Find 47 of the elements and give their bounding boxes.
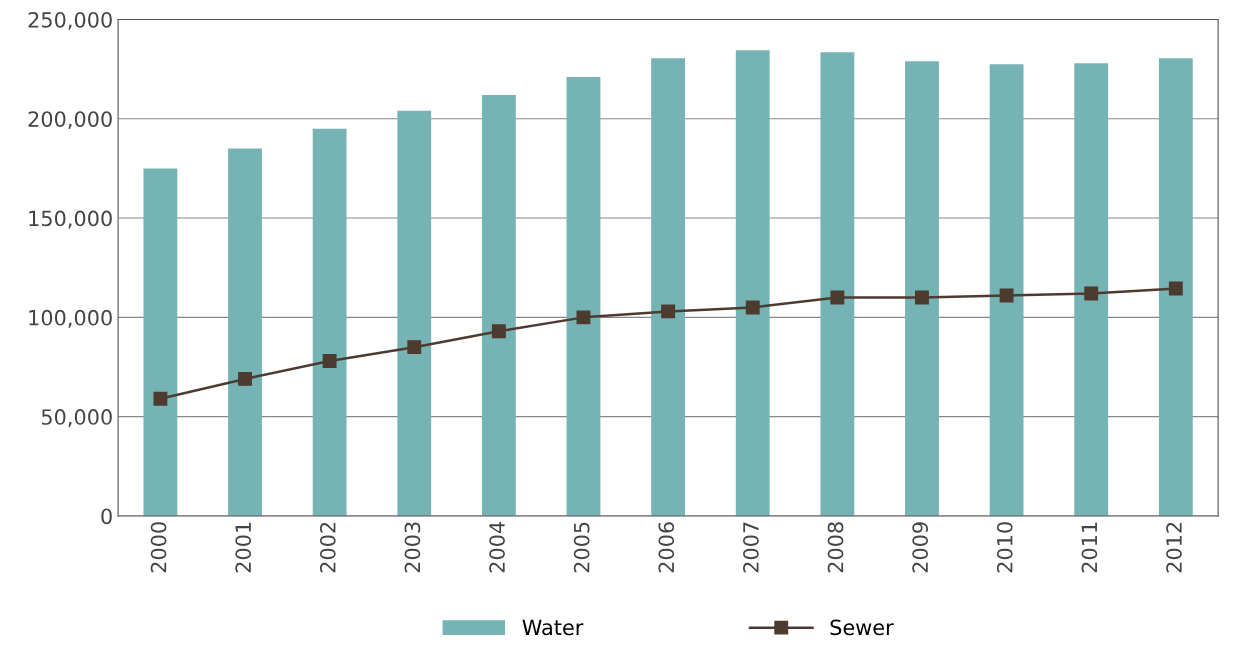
bar xyxy=(820,52,855,516)
x-tick-label: 2001 xyxy=(235,522,252,573)
point xyxy=(915,290,929,305)
point xyxy=(1084,286,1099,301)
y-tick-label: 150,000 xyxy=(29,210,112,229)
y-tick-label: 200,000 xyxy=(28,111,112,130)
bar xyxy=(566,77,601,516)
x-tick-label: 2009 xyxy=(912,522,929,573)
bar xyxy=(1074,63,1109,516)
bar xyxy=(735,50,770,516)
y-tick-label: 50,000 xyxy=(41,409,112,427)
x-tick-label: 2008 xyxy=(827,522,844,573)
point xyxy=(153,391,168,406)
x-tick-label: 2003 xyxy=(404,522,421,573)
point xyxy=(576,310,591,325)
point xyxy=(830,290,845,305)
x-tick-label: 2012 xyxy=(1166,522,1182,573)
bar xyxy=(228,148,262,516)
y-tick-label: 100,000 xyxy=(29,309,112,328)
x-tick-label: 2000 xyxy=(150,522,167,573)
bar xyxy=(651,58,686,516)
point xyxy=(491,324,506,339)
point xyxy=(1168,281,1183,296)
x-tick-label: 2007 xyxy=(743,522,759,573)
point xyxy=(407,340,422,355)
point xyxy=(322,354,337,368)
x-tick-label: 2010 xyxy=(996,522,1013,573)
bar xyxy=(312,128,347,516)
bar xyxy=(905,61,939,516)
x-tick-label: 2005 xyxy=(573,522,590,573)
y-tick-label: 0 xyxy=(101,508,112,525)
bar xyxy=(989,64,1024,516)
x-tick-label: 2006 xyxy=(658,522,675,573)
legend-label: Sewer xyxy=(830,619,894,636)
x-tick-label: 2011 xyxy=(1081,522,1098,573)
point xyxy=(745,300,760,315)
point xyxy=(238,371,252,386)
bar xyxy=(481,94,516,516)
legend-label: Water xyxy=(522,619,584,636)
point xyxy=(999,288,1014,303)
y-tick-label: 250,000 xyxy=(28,11,112,30)
x-tick-label: 2004 xyxy=(489,521,505,573)
point xyxy=(661,304,676,319)
x-tick-label: 2002 xyxy=(319,522,336,573)
bar xyxy=(397,110,432,516)
bar xyxy=(143,168,178,516)
bar xyxy=(1158,58,1193,516)
